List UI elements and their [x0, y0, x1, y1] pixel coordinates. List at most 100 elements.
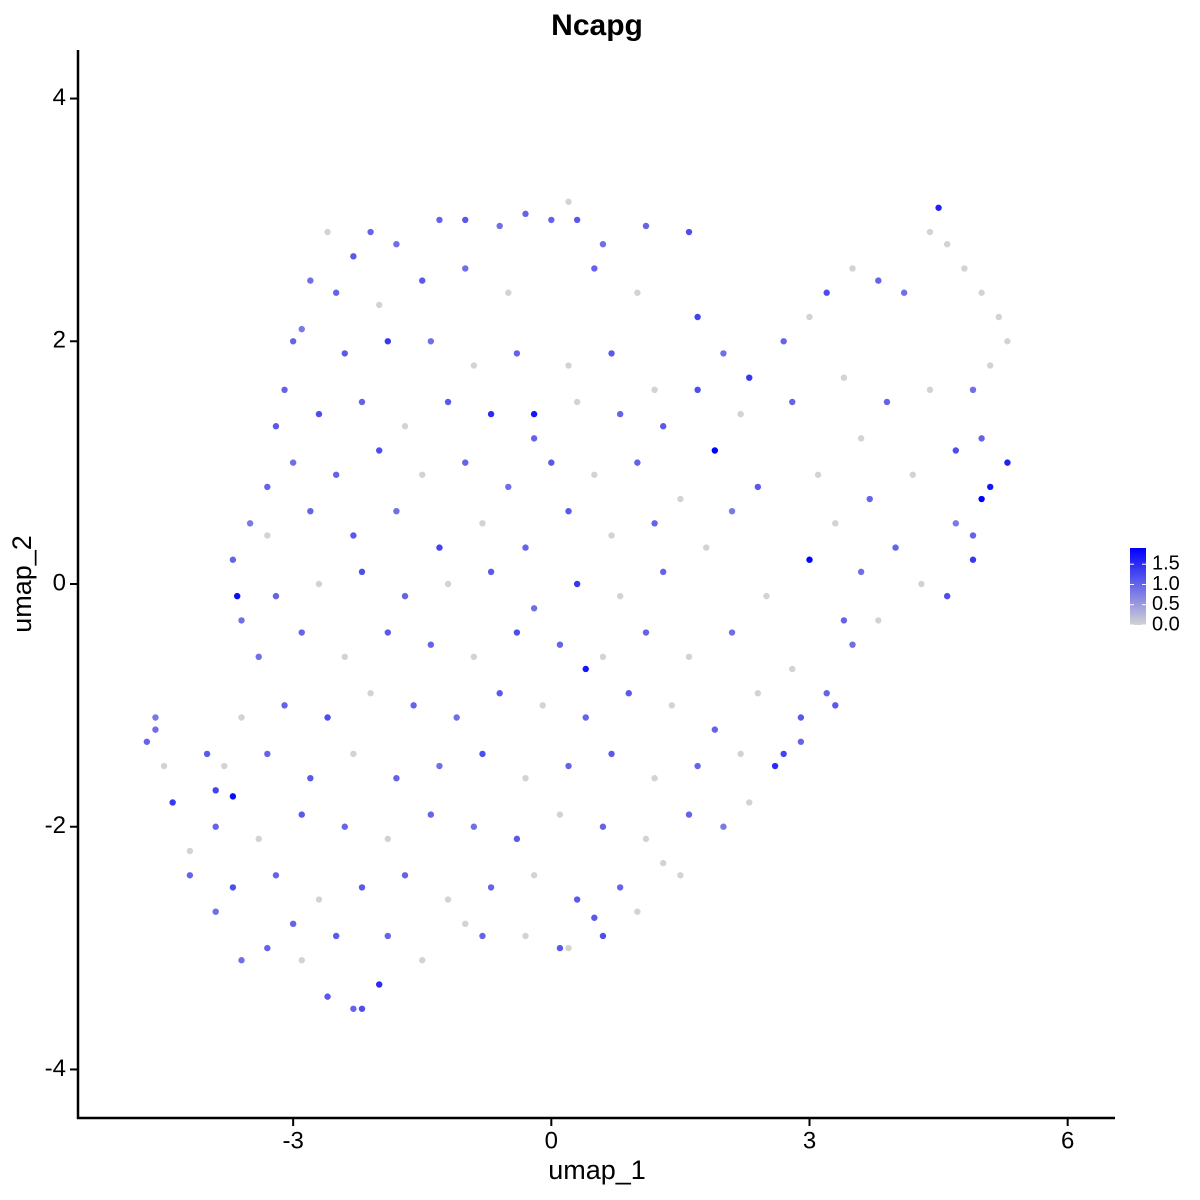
point	[642, 835, 650, 843]
point	[969, 386, 977, 394]
point	[720, 823, 727, 830]
point	[530, 410, 538, 418]
point	[444, 896, 452, 903]
colorbar-tick-label: 1.5	[1152, 552, 1180, 574]
y-tick-label: 0	[53, 569, 66, 596]
point	[789, 398, 796, 406]
point	[849, 265, 856, 272]
point	[651, 774, 658, 782]
point	[479, 520, 486, 527]
point	[419, 471, 426, 478]
point	[350, 253, 357, 260]
point	[479, 932, 486, 940]
point	[694, 313, 701, 321]
point	[479, 750, 486, 758]
point	[961, 265, 968, 272]
point	[737, 410, 744, 418]
point	[565, 507, 572, 515]
y-tick-label: 4	[53, 84, 66, 111]
point	[376, 981, 383, 988]
point	[565, 362, 572, 369]
point	[1004, 459, 1011, 466]
point	[341, 823, 348, 830]
point	[401, 592, 409, 600]
point	[978, 435, 985, 442]
point	[548, 459, 555, 466]
point	[599, 823, 607, 830]
point	[995, 313, 1003, 321]
point	[298, 629, 305, 636]
point	[780, 750, 787, 758]
point	[212, 787, 219, 794]
point	[987, 362, 994, 369]
x-tick-label: 6	[1061, 1127, 1074, 1154]
point	[823, 690, 830, 697]
point	[513, 629, 521, 636]
point	[849, 641, 856, 648]
point	[341, 653, 348, 661]
point	[556, 944, 564, 952]
y-tick-label: -2	[45, 812, 66, 839]
point	[221, 762, 228, 770]
point	[857, 568, 865, 576]
point	[350, 532, 357, 539]
point	[358, 1005, 366, 1012]
point	[324, 714, 331, 721]
point	[315, 410, 323, 418]
point	[307, 774, 314, 782]
point	[599, 653, 607, 661]
point	[651, 386, 658, 394]
point	[900, 289, 908, 296]
point	[883, 398, 891, 406]
point	[797, 738, 805, 745]
x-tick-label: 3	[803, 1127, 816, 1154]
y-tick-label: 2	[53, 327, 66, 354]
point	[823, 289, 830, 296]
point	[462, 265, 469, 272]
point	[350, 750, 357, 758]
point	[892, 544, 899, 551]
colorbar-tick-label: 0.0	[1152, 613, 1180, 635]
point	[875, 617, 882, 624]
x-tick-label: -3	[282, 1127, 303, 1154]
point	[186, 872, 194, 879]
point	[832, 702, 839, 709]
point	[324, 993, 331, 1000]
point	[307, 277, 314, 284]
point	[797, 714, 805, 721]
point	[332, 289, 340, 296]
point	[487, 568, 495, 576]
point	[926, 228, 934, 236]
point	[419, 957, 426, 964]
point	[573, 896, 581, 903]
point	[582, 714, 589, 721]
point	[341, 350, 348, 357]
point	[513, 350, 521, 357]
point	[234, 592, 241, 600]
point	[573, 580, 581, 588]
point	[169, 799, 176, 806]
point	[875, 277, 882, 284]
point	[505, 289, 512, 296]
point	[763, 592, 770, 600]
point	[152, 714, 159, 721]
point	[548, 216, 555, 224]
point	[780, 338, 787, 345]
chart-title: Ncapg	[551, 9, 643, 42]
point	[152, 726, 159, 733]
point	[212, 908, 219, 915]
point	[935, 204, 942, 211]
point	[943, 240, 951, 248]
point	[487, 410, 495, 418]
point	[513, 835, 521, 843]
point	[315, 896, 323, 903]
point	[685, 653, 693, 661]
point	[530, 605, 538, 612]
point	[737, 750, 744, 758]
point	[711, 726, 719, 733]
point	[427, 338, 435, 345]
point	[410, 702, 417, 709]
point	[522, 932, 529, 940]
point	[728, 629, 736, 636]
